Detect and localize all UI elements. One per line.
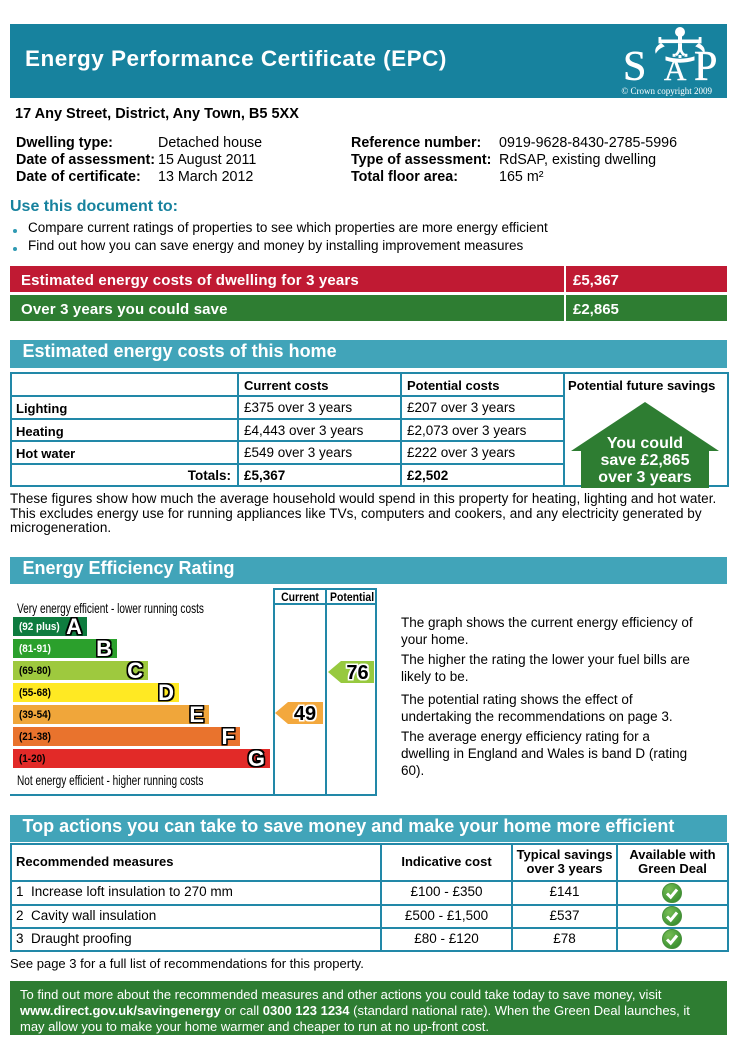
svg-text:76: 76 — [346, 662, 368, 683]
svg-text:49: 49 — [294, 703, 316, 724]
svg-text:P: P — [694, 44, 717, 90]
svg-text:You could: You could — [607, 435, 683, 452]
svg-text:S: S — [623, 44, 646, 90]
svg-text:over 3 years: over 3 years — [598, 469, 692, 486]
svg-text:save £2,865: save £2,865 — [601, 452, 690, 469]
